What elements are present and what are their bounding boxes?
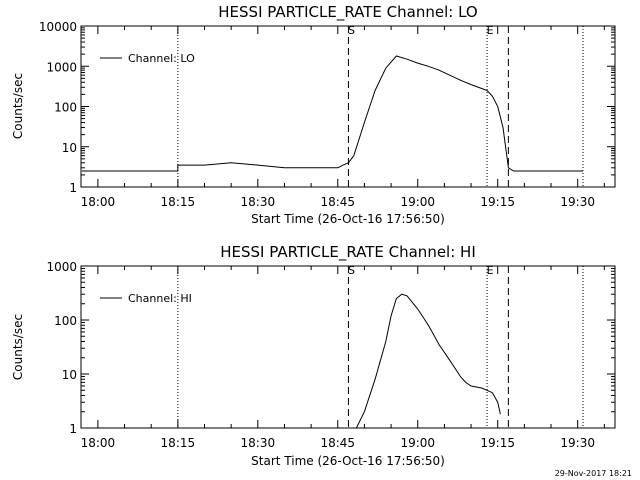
y-tick-labels: 1 10 100 1000 10000 [39, 20, 615, 195]
x-tick-label: 18:15 [161, 195, 196, 209]
legend-label: Channel: LO [128, 52, 195, 65]
x-axis-label: Start Time (26-Oct-16 17:56:50) [251, 454, 445, 468]
x-tick-label: 19:15 [480, 195, 515, 209]
x-tick-label: 19:30 [560, 195, 595, 209]
timestamp: 29-Nov-2017 18:21 [555, 469, 632, 478]
y-tick-labels: 1 10 100 1000 [46, 260, 615, 436]
legend: Channel: HI [100, 292, 192, 305]
legend-label: Channel: HI [128, 292, 192, 305]
x-tick-label: 18:45 [320, 436, 355, 450]
x-tick-label: 18:30 [241, 436, 276, 450]
x-tick-label: 19:30 [560, 436, 595, 450]
y-axis-label: Counts/sec [11, 314, 25, 380]
marker-label: S [348, 264, 355, 277]
marker-label: E [487, 264, 494, 277]
marker-label: S [348, 24, 355, 37]
x-tick-label: 18:45 [320, 195, 355, 209]
y-tick-label: 100 [54, 101, 77, 115]
x-tick-label: 19:15 [480, 436, 515, 450]
x-tick-label: 18:30 [241, 195, 276, 209]
x-axis-label: Start Time (26-Oct-16 17:56:50) [251, 212, 445, 226]
panel-lo: HESSI PARTICLE_RATE Channel: LO 18:00 18:… [11, 3, 616, 226]
x-tick-labels: 18:00 18:15 18:30 18:45 19:00 19:15 19:30 [81, 266, 605, 450]
x-tick-label: 19:00 [400, 436, 435, 450]
x-tick-label: 19:00 [400, 195, 435, 209]
legend: Channel: LO [100, 52, 195, 65]
y-tick-label: 10 [62, 368, 77, 382]
series-line [81, 55, 583, 172]
y-tick-label: 1000 [46, 260, 77, 274]
marker-label: E [487, 24, 494, 37]
y-tick-label: 1 [69, 181, 77, 195]
panel-hi: HESSI PARTICLE_RATE Channel: HI 18:00 18:… [11, 243, 616, 468]
y-axis-label: Counts/sec [11, 73, 25, 139]
y-tick-label: 100 [54, 314, 77, 328]
x-tick-label: 18:00 [81, 436, 116, 450]
series-line [355, 293, 501, 429]
x-tick-labels: 18:00 18:15 18:30 18:45 19:00 19:15 19:30 [81, 26, 605, 209]
x-tick-label: 18:00 [81, 195, 116, 209]
chart-title: HESSI PARTICLE_RATE Channel: HI [220, 243, 476, 262]
y-tick-label: 10000 [39, 20, 77, 34]
y-tick-label: 10 [62, 141, 77, 155]
chart-title: HESSI PARTICLE_RATE Channel: LO [218, 3, 477, 22]
x-tick-label: 18:15 [161, 436, 196, 450]
y-tick-label: 1 [69, 422, 77, 436]
y-tick-label: 1000 [46, 60, 77, 74]
